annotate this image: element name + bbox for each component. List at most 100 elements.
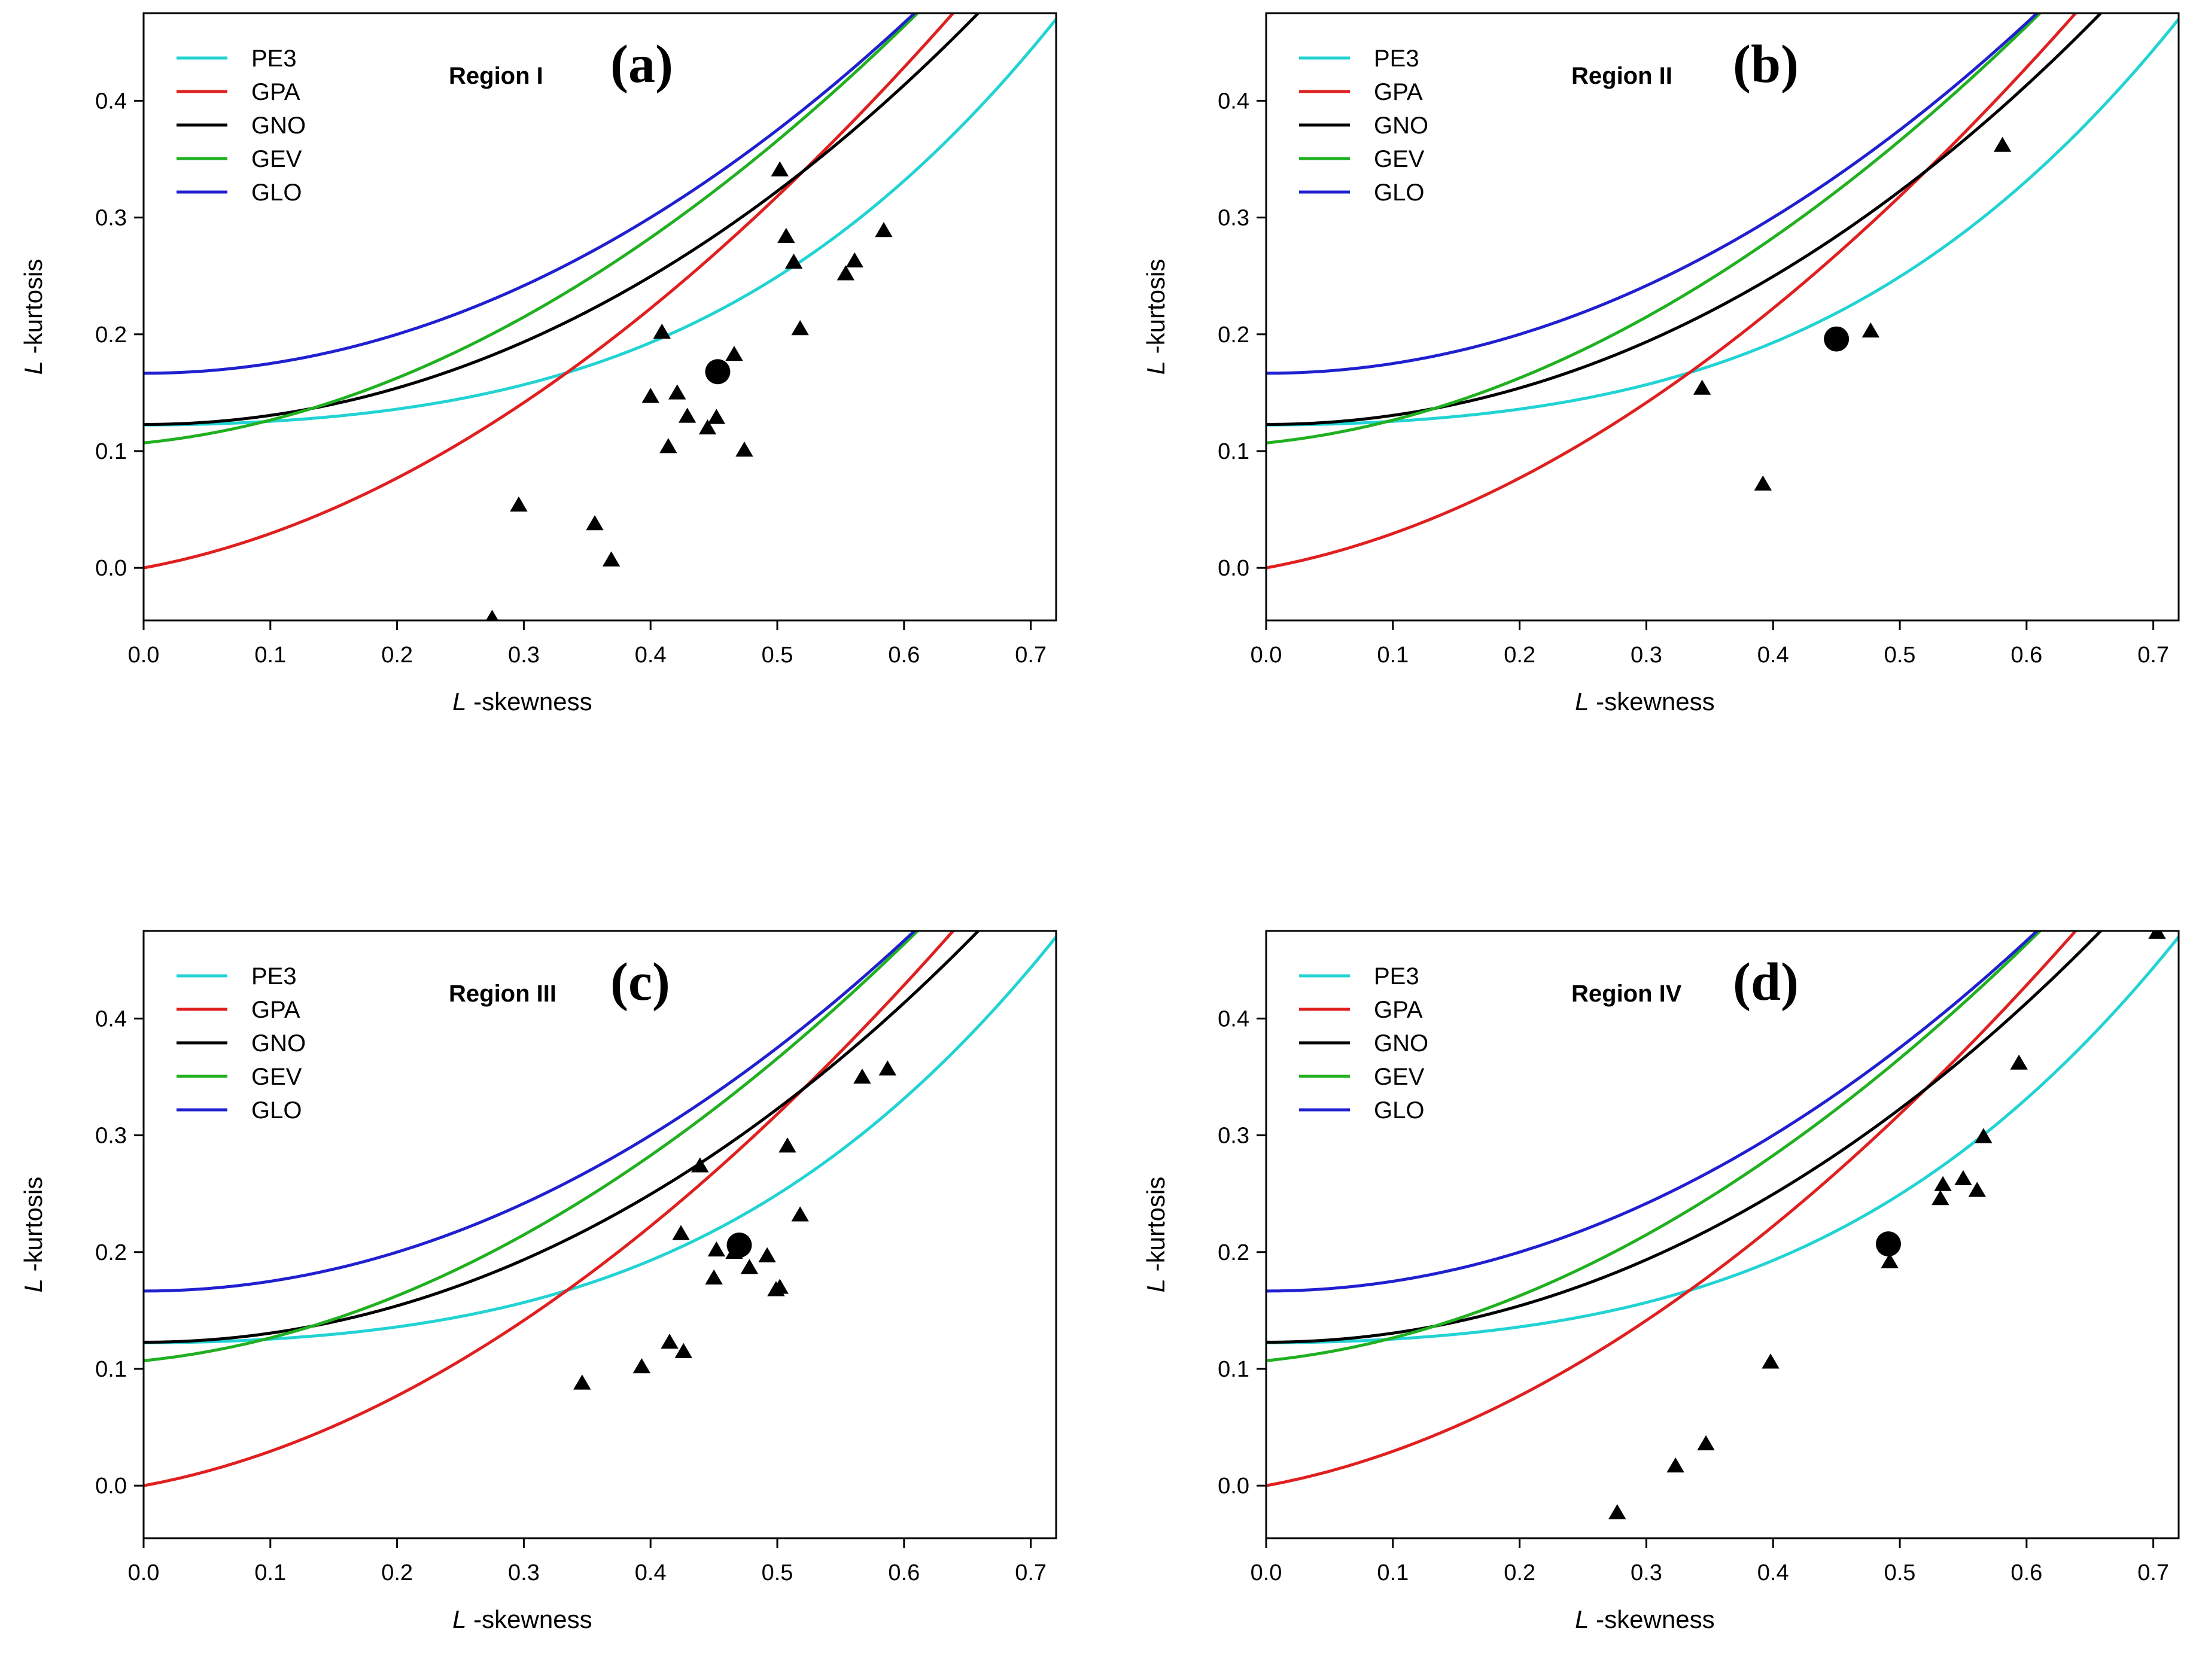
gev-curve (1266, 931, 2042, 1362)
panel-d: 0.0 0.1 0.2 0.3 0.4 0.5 0.6 0.7 0.0 0.1 0.2 0.3 0.4 L… (1142, 930, 2180, 1633)
site-triangle (2010, 1054, 2028, 1070)
x-axis-label: L -skewness (452, 687, 592, 716)
y-tick-label: 0.3 (1218, 1124, 1249, 1149)
site-points (486, 161, 893, 620)
site-triangle (875, 222, 893, 238)
legend-label-gpa: GPA (251, 79, 300, 105)
x-tick-label: 0.3 (508, 643, 540, 668)
pe3-curve (144, 18, 1056, 427)
site-triangle (777, 227, 795, 244)
site-triangle (725, 345, 743, 361)
site-triangle (1762, 1353, 1780, 1369)
x-tick-label: 0.2 (381, 1560, 413, 1585)
x-tick-label: 0.6 (2011, 643, 2042, 668)
site-triangle (705, 1269, 723, 1285)
site-triangle (1968, 1182, 1986, 1197)
site-triangle (653, 323, 671, 339)
x-axis-label: L -skewness (452, 1605, 592, 1633)
x-tick-label: 0.1 (254, 643, 286, 668)
site-triangle (698, 419, 717, 435)
site-triangle (691, 1157, 709, 1173)
x-tick-label: 0.7 (1015, 1560, 1047, 1585)
theoretical-curves (1266, 931, 2179, 1487)
site-triangle (1666, 1457, 1684, 1473)
site-triangle (486, 610, 498, 620)
y-tick-label: 0.2 (95, 1240, 127, 1265)
theoretical-curves (144, 13, 1056, 570)
pe3-curve (144, 936, 1056, 1344)
site-triangle (1975, 1128, 1993, 1143)
x-tick-label: 0.7 (2137, 643, 2169, 668)
panel-letter: (b) (1733, 35, 1799, 94)
x-tick-label: 0.3 (508, 1560, 540, 1585)
panel-letter: (d) (1733, 952, 1799, 1012)
site-triangle (602, 551, 621, 567)
legend-label-gno: GNO (1374, 112, 1428, 139)
legend-label-glo: GLO (251, 179, 302, 206)
gev-curve (144, 13, 920, 445)
y-tick-label: 0.4 (95, 1006, 127, 1031)
gno-curve (144, 13, 981, 426)
y-tick-label: 0.4 (95, 89, 127, 114)
site-triangle (771, 1279, 789, 1294)
y-tick-label: 0.3 (1218, 206, 1249, 231)
site-triangle (740, 1259, 759, 1274)
plot-frame (1265, 12, 2180, 622)
legend-label-gpa: GPA (251, 997, 300, 1023)
y-tick-label: 0.4 (1218, 89, 1249, 114)
glo-curve (1266, 931, 2040, 1293)
legend-label-pe3: PE3 (1374, 963, 1419, 990)
site-triangle (778, 1137, 796, 1153)
x-tick-label: 0.1 (1377, 643, 1409, 668)
site-triangle (707, 409, 726, 424)
theoretical-curves (1266, 13, 2179, 570)
legend-label-pe3: PE3 (251, 45, 297, 72)
pe3-curve (1266, 936, 2179, 1344)
site-triangle (1993, 136, 2012, 152)
legend-label-glo: GLO (1374, 1097, 1424, 1124)
x-tick-label: 0.1 (254, 1560, 286, 1585)
glo-curve (144, 931, 917, 1293)
panel-b: 0.0 0.1 0.2 0.3 0.4 0.5 0.6 0.7 0.0 0.1 0.2 0.3 0.4 L… (1142, 12, 2180, 716)
x-tick-label: 0.3 (1631, 1560, 1662, 1585)
y-tick-label: 0.2 (1218, 322, 1249, 348)
legend-label-gno: GNO (251, 112, 306, 139)
region-label: Region IV (1571, 981, 1682, 1007)
y-tick-label: 0.3 (95, 206, 127, 231)
plot-frame (142, 930, 1057, 1539)
legend-label-gev: GEV (251, 1064, 302, 1090)
gno-curve (1266, 931, 2103, 1344)
panel-c: 0.0 0.1 0.2 0.3 0.4 0.5 0.6 0.7 0.0 0.1 0.2 0.3 0.4 L… (19, 930, 1057, 1633)
x-tick-label: 0.2 (1504, 1560, 1535, 1585)
site-triangle (845, 252, 863, 268)
site-triangle (674, 1343, 692, 1358)
y-tick-label: 0.2 (95, 322, 127, 348)
legend-label-gpa: GPA (1374, 997, 1423, 1023)
site-points (1608, 931, 2166, 1520)
x-tick-label: 0.2 (1504, 643, 1535, 668)
site-triangle (735, 442, 753, 457)
x-tick-label: 0.5 (1884, 1560, 1916, 1585)
x-tick-label: 0.4 (1757, 1560, 1789, 1585)
site-triangle (1954, 1170, 1972, 1186)
site-triangle (510, 496, 528, 512)
site-triangle (661, 1334, 679, 1349)
x-tick-label: 0.4 (1757, 643, 1789, 668)
y-tick-label: 0.1 (1218, 439, 1249, 464)
x-tick-label: 0.4 (635, 1560, 667, 1585)
legend-label-gno: GNO (1374, 1030, 1428, 1057)
panel-letter: (a) (610, 35, 673, 94)
gev-curve (1266, 13, 2042, 445)
site-triangle (758, 1247, 776, 1262)
x-tick-label: 0.1 (1377, 1560, 1409, 1585)
panel-a: 0.0 0.1 0.2 0.3 0.4 0.5 0.6 0.7 0.0 0.1 0.2 0.3 0.4 L… (19, 12, 1057, 716)
gev-curve (144, 931, 920, 1362)
panel-letter: (c) (610, 952, 670, 1012)
site-triangle (573, 1374, 591, 1390)
site-triangle (1693, 379, 1711, 395)
site-triangle (586, 515, 604, 531)
site-triangle (837, 265, 855, 281)
legend-label-gev: GEV (251, 146, 302, 172)
x-tick-label: 0.6 (2011, 1560, 2042, 1585)
site-triangle (1697, 1435, 1715, 1451)
